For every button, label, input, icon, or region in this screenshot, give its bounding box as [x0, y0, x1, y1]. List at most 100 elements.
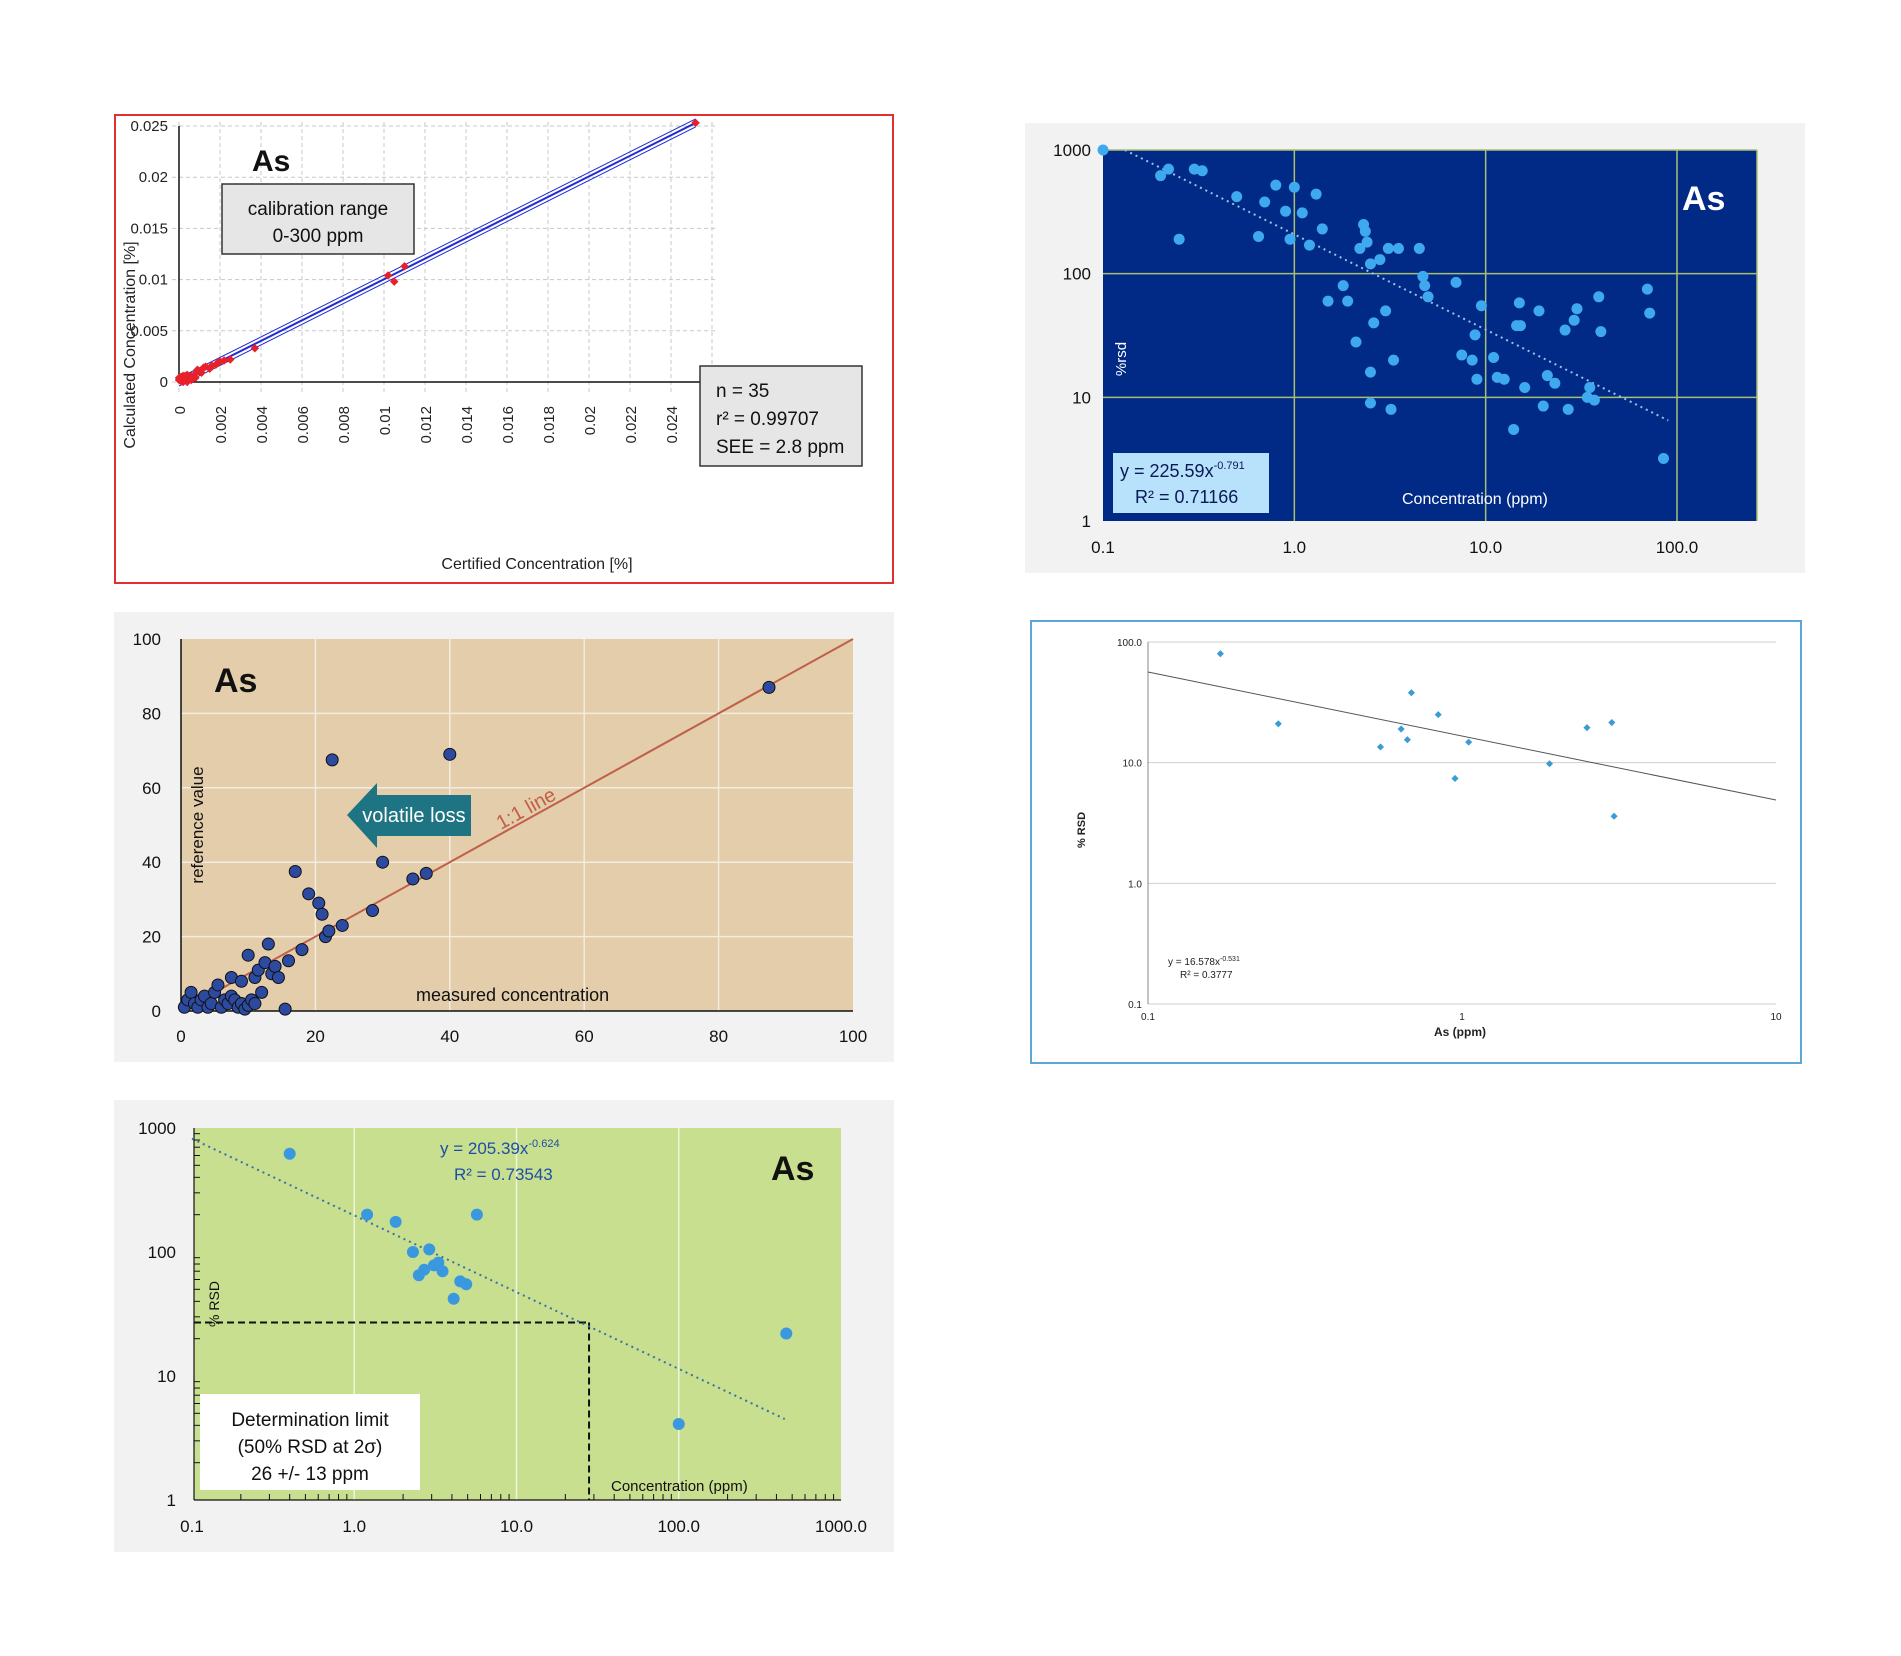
p3-x-tick-label: 20 — [306, 1027, 325, 1046]
p2-y-tick-label: 10 — [1072, 388, 1091, 407]
p1-data-point — [390, 277, 399, 286]
p1-fit-line — [178, 122, 697, 383]
p3-one-to-one-line — [180, 638, 854, 1012]
p2-data-point — [1508, 423, 1520, 435]
p3-data-point — [268, 959, 282, 973]
p5-data-point — [406, 1246, 419, 1258]
p1-stats-box — [699, 365, 863, 467]
p2-data-point — [1322, 295, 1334, 307]
p4-tick-labels: 0.1 1.0 10.0 100.0 0.1 1 10 — [1117, 638, 1782, 1023]
p2-grid — [1103, 149, 1758, 521]
p4-y-tick-label: 100.0 — [1117, 638, 1142, 649]
p1-data-point — [250, 343, 260, 353]
p2-data-point — [1231, 191, 1243, 203]
p2-data-point — [1641, 283, 1653, 295]
p3-y-axis-label: reference value — [188, 766, 207, 883]
p2-data-point — [1316, 223, 1328, 235]
p4-y-tick-label: 0.1 — [1128, 1000, 1142, 1011]
p1-y-tick-label: 0.01 — [139, 272, 168, 289]
p3-data-point — [312, 896, 326, 910]
p2-data-point — [1364, 397, 1376, 409]
p2-data-point — [1595, 326, 1607, 338]
p2-data-point — [1382, 242, 1394, 254]
p1-stats-see: SEE = 2.8 ppm — [716, 437, 844, 458]
p2-data-point — [1392, 242, 1404, 254]
p4-data-point — [1434, 711, 1442, 719]
p5-data-point — [436, 1265, 449, 1278]
p3-y-tick-label: 100 — [133, 630, 161, 649]
p3-data-point — [762, 680, 776, 694]
p5-y-tick-label: 1000 — [138, 1119, 176, 1138]
p3-data-point — [288, 865, 302, 878]
p5-y-tick-label: 1 — [167, 1491, 176, 1510]
p1-x-tick-label: 0.004 — [254, 406, 271, 444]
chart-panel-3: 0 20 40 60 80 100 0 20 40 60 80 100 As 1:1 line vol… — [114, 612, 894, 1062]
p3-grid — [180, 639, 853, 1012]
p3-data-point — [376, 855, 390, 869]
p2-data-point — [1588, 394, 1600, 406]
p2-data-point — [1514, 320, 1526, 332]
calibration-chart: 0 0.002 0.004 0.006 0.008 0.01 0.012 0.014 0.016… — [114, 114, 894, 584]
p2-data-point — [1374, 254, 1386, 266]
p5-box-line-2: (50% RSD at 2σ) — [238, 1437, 383, 1458]
p5-determination-limit-lines — [194, 1321, 591, 1500]
p2-data-point — [1559, 324, 1571, 336]
p5-x-tick-label: 100.0 — [657, 1517, 700, 1536]
p2-data-point — [1173, 233, 1185, 245]
p3-data-point — [406, 872, 420, 886]
p2-points — [1097, 144, 1669, 465]
p2-x-tick-label: 10.0 — [1469, 538, 1502, 557]
p2-data-point — [1253, 230, 1265, 242]
p3-data-point — [282, 954, 296, 968]
p1-data-point — [191, 373, 200, 383]
p2-data-point — [1469, 329, 1481, 341]
p1-data-point — [226, 355, 235, 364]
p2-data-point — [1280, 205, 1292, 217]
p1-x-axis-label: Certified Concentration [%] — [441, 556, 632, 573]
p3-x-tick-label: 60 — [575, 1027, 594, 1046]
p2-y-tick-label: 1 — [1082, 512, 1091, 531]
p2-data-point — [1549, 377, 1561, 389]
p2-data-point — [1584, 382, 1596, 394]
p2-y-axis-label: %rsd — [1113, 342, 1130, 376]
p1-x-tick-label: 0.02 — [582, 406, 599, 435]
p1-stats-r2: r² = 0.99707 — [716, 409, 819, 430]
p5-x-tick-label: 1.0 — [342, 1517, 366, 1536]
p1-note-box — [221, 183, 415, 255]
p3-arrow-shape — [347, 783, 471, 848]
p2-data-point — [1385, 403, 1397, 415]
p1-data-point — [182, 370, 192, 380]
p2-data-point — [1284, 233, 1296, 245]
p1-note-line-2: 0-300 ppm — [273, 226, 364, 247]
p1-note-line-1: calibration range — [248, 199, 388, 220]
p5-box-line-3: 26 +/- 13 ppm — [251, 1464, 369, 1485]
p1-y-tick-label: 0.015 — [130, 220, 168, 237]
p4-grid — [1147, 641, 1776, 1005]
p2-data-point — [1413, 242, 1425, 254]
p1-element-label: As — [252, 145, 290, 178]
p1-x-tick-label: 0.006 — [295, 406, 312, 444]
p2-data-point — [1417, 270, 1429, 282]
p1-y-tick-label: 0.005 — [130, 323, 168, 340]
p3-y-tick-label: 0 — [152, 1002, 161, 1021]
p2-fit-line-group — [1124, 149, 1669, 422]
p2-data-point — [1541, 370, 1553, 382]
p5-tick-labels: 0.1 1.0 10.0 100.0 1000.0 1 10 100 1000 — [138, 1119, 867, 1536]
p2-data-point — [1303, 239, 1315, 251]
p3-data-point — [302, 887, 316, 901]
p1-x-tick-label: 0.014 — [459, 406, 476, 444]
p2-data-point — [1270, 179, 1282, 191]
chart-panel-1: 0 0.002 0.004 0.006 0.008 0.01 0.012 0.014 0.016… — [114, 114, 894, 584]
p4-x-tick-label: 1 — [1459, 1012, 1465, 1023]
p5-data-point — [361, 1208, 374, 1221]
p4-fit-line-group — [1147, 671, 1777, 801]
p2-data-point — [1488, 351, 1500, 363]
rsd-chart-green: 0.1 1.0 10.0 100.0 1000.0 1 10 100 1000 As y = 2… — [114, 1100, 894, 1552]
p1-fit-line-group — [178, 118, 697, 387]
p5-fit-line-group — [191, 1137, 786, 1420]
p3-x-tick-label: 80 — [709, 1027, 728, 1046]
p2-tick-labels: 0.1 1.0 10.0 100.0 1 10 100 1000 — [1053, 141, 1698, 557]
p5-equation: y = 205.39x-0.624 — [440, 1138, 560, 1158]
p3-data-point — [271, 971, 285, 985]
p3-x-axis-label: measured concentration — [416, 985, 609, 1005]
